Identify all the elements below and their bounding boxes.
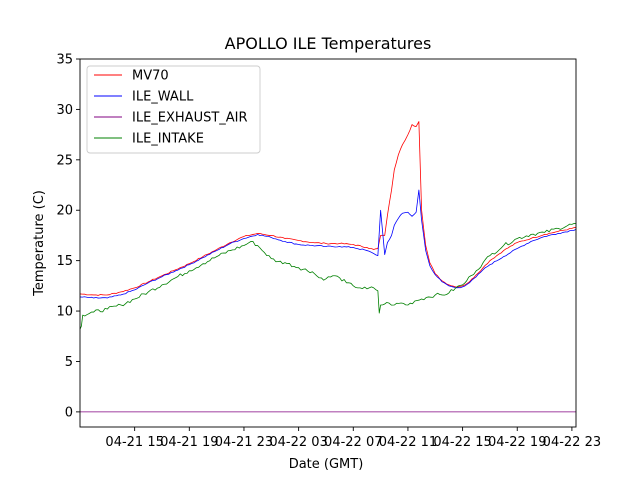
legend: MV70 ILE_WALL ILE_EXHAUST_AIR ILE_INTAKE [86,65,261,154]
y-tick-label: 30 [56,103,73,118]
legend-label: ILE_WALL [132,90,194,105]
y-axis: 0 5 10 15 20 25 30 35 [56,53,80,420]
series-line-mv70 [79,121,577,296]
x-tick-label: 04-22 03 [269,435,327,450]
chart-title: APOLLO ILE Temperatures [225,34,432,53]
data-series [79,121,577,413]
y-tick-label: 20 [56,204,73,219]
x-axis-label: Date (GMT) [289,457,364,472]
plot-frame [79,58,577,428]
y-tick-label: 25 [56,153,73,168]
x-tick-label: 04-22 11 [379,435,437,450]
y-tick-label: 5 [65,355,73,370]
series-line-ile-wall [79,189,577,299]
x-tick-label: 04-22 19 [488,435,546,450]
legend-box [86,65,261,154]
series-line-ile-intake [79,222,577,330]
x-tick-label: 04-21 23 [215,435,273,450]
y-tick-label: 0 [65,405,73,420]
legend-label: ILE_INTAKE [132,132,204,147]
x-tick-label: 04-22 23 [543,435,601,450]
x-tick-label: 04-21 19 [160,435,218,450]
x-tick-label: 04-21 15 [105,435,163,450]
y-axis-label: Temperature (C) [32,190,47,297]
x-tick-label: 04-22 07 [324,435,382,450]
y-tick-label: 35 [56,53,73,68]
x-tick-label: 04-22 15 [433,435,491,450]
legend-label: MV70 [132,69,169,84]
y-tick-label: 15 [56,254,73,269]
legend-label: ILE_EXHAUST_AIR [132,111,248,126]
y-tick-label: 10 [56,305,73,320]
